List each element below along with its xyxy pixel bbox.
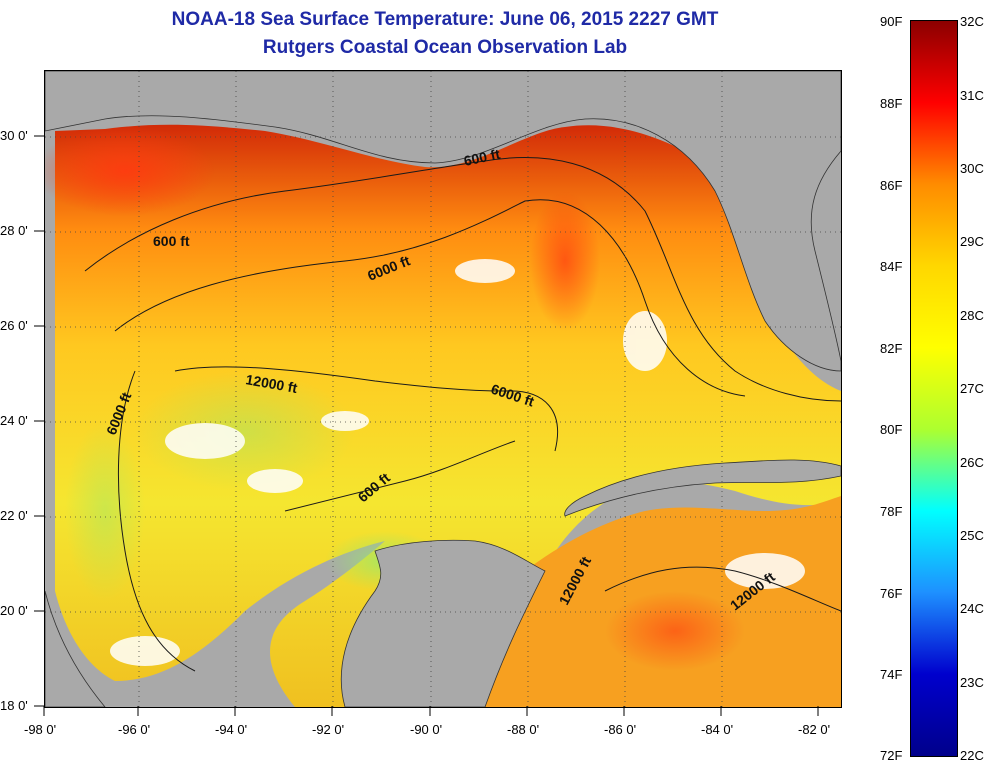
colorbar-c-label: 27C: [960, 381, 984, 396]
lat-tick-label: 20 0': [0, 603, 28, 618]
colorbar-f-label: 74F: [880, 667, 903, 682]
contour-6000ft-west: [117, 370, 196, 672]
lat-tick-label: 18 0': [0, 698, 28, 713]
colorbar-f-label: 90F: [880, 14, 903, 29]
cuba-land: [564, 459, 841, 517]
colorbar-c-label: 26C: [960, 455, 984, 470]
lat-tick-label: 24 0': [0, 413, 28, 428]
lat-tick-label: 22 0': [0, 508, 28, 523]
colorbar-c-label: 30C: [960, 161, 984, 176]
land: [45, 71, 841, 707]
colorbar-c-label: 25C: [960, 528, 984, 543]
lon-tick-label: -86 0': [604, 722, 637, 737]
lat-tick-label: 30 0': [0, 128, 28, 143]
lat-tick-label: 28 0': [0, 223, 28, 238]
colorbar-f-label: 88F: [880, 96, 903, 111]
warm-patch: [530, 191, 600, 331]
contour-label: 600 ft: [153, 233, 190, 249]
colorbar-f-label: 72F: [880, 748, 903, 763]
colorbar-c-label: 32C: [960, 14, 984, 29]
lon-tick-label: -92 0': [312, 722, 345, 737]
lon-tick-label: -94 0': [215, 722, 248, 737]
contour-600ft-south: [284, 440, 516, 512]
colorbar-c-label: 31C: [960, 88, 984, 103]
colorbar-c-label: 23C: [960, 675, 984, 690]
lon-tick-label: -84 0': [701, 722, 734, 737]
map-title: NOAA-18 Sea Surface Temperature: June 06…: [171, 9, 719, 30]
contour-600ft: [84, 157, 841, 402]
lon-tick-label: -98 0': [24, 722, 57, 737]
sst-map: 600 ft 600 ft 6000 ft 12000 ft 6000 ft 6…: [44, 70, 842, 708]
cool-patch: [65, 421, 145, 601]
warm-patch: [605, 591, 745, 671]
mexico-east-coast-land: [45, 590, 106, 707]
sst-map-canvas: 600 ft 600 ft 6000 ft 12000 ft 6000 ft 6…: [45, 71, 841, 707]
yucatan-peninsula-land: [340, 539, 546, 707]
contour-label: 600 ft: [462, 146, 501, 169]
warm-patch: [45, 126, 215, 216]
colorbar-f-label: 84F: [880, 259, 903, 274]
lon-tick-label: -88 0': [507, 722, 540, 737]
gulf-of-mexico-water: [55, 124, 841, 707]
graticule: [45, 71, 841, 707]
colorbar-c-label: 24C: [960, 601, 984, 616]
colorbar-f-label: 86F: [880, 178, 903, 193]
lon-tick-label: -82 0': [798, 722, 831, 737]
colorbar-f-label: 82F: [880, 341, 903, 356]
lon-tick-label: -96 0': [118, 722, 151, 737]
colorbar-c-label: 29C: [960, 234, 984, 249]
contour-6000ft: [114, 199, 746, 397]
colorbar-c-label: 22C: [960, 748, 984, 763]
colorbar-f-label: 80F: [880, 422, 903, 437]
map-subtitle: Rutgers Coastal Ocean Observation Lab: [262, 37, 628, 58]
colorbar-f-label: 78F: [880, 504, 903, 519]
us-gulf-coast-land: [45, 71, 841, 372]
lon-tick-label: -90 0': [410, 722, 443, 737]
colorbar-c-label: 28C: [960, 308, 984, 323]
cool-patch: [135, 371, 355, 491]
temperature-colorbar: [910, 20, 958, 757]
bathymetry-contours: [84, 157, 841, 672]
colorbar-f-label: 76F: [880, 586, 903, 601]
contour-12000ft: [174, 366, 559, 452]
lat-tick-label: 26 0': [0, 318, 28, 333]
contour-12000ft-caribbean: [604, 566, 841, 612]
